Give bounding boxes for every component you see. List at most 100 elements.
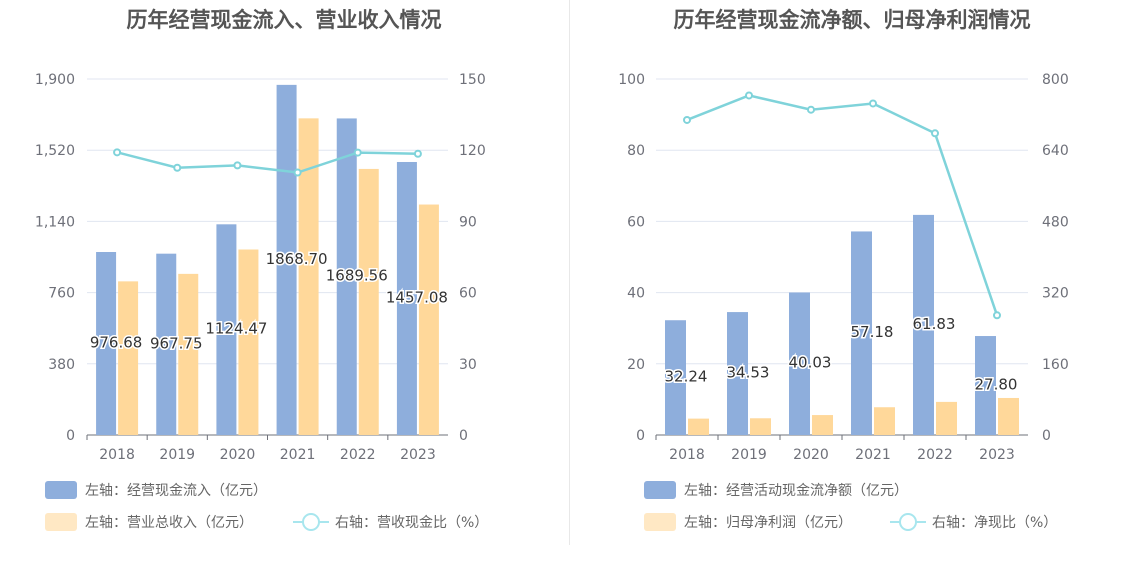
bar-secondary <box>238 249 259 435</box>
ratio-line-point <box>931 129 939 138</box>
bar-secondary <box>298 118 319 436</box>
data-label: 32.24 <box>665 368 708 386</box>
legend-label: 右轴：营收现金比（%） <box>335 515 489 531</box>
left-axis-tick-label: 40 <box>627 286 645 302</box>
bar-secondary <box>750 418 771 435</box>
chart-panel-right: 历年经营现金流净额、归母净利润情况 0 0 20 160 40 320 60 480 80 640… <box>570 0 1134 582</box>
right-axis-tick-label: 480 <box>1042 214 1069 230</box>
left-axis-tick-label: 20 <box>627 357 645 373</box>
legend-swatch <box>45 481 77 499</box>
bar-primary <box>96 252 117 435</box>
right-axis-tick-label: 0 <box>1042 428 1051 444</box>
legend-item[interactable]: 左轴：经营活动现金流净额（亿元） <box>644 480 908 500</box>
x-axis-tick-label: 2022 <box>917 447 953 463</box>
right-axis-tick-label: 160 <box>1042 357 1069 373</box>
chart-title: 历年经营现金流净额、归母净利润情况 <box>673 8 1031 32</box>
left-axis-tick-label: 380 <box>48 357 75 373</box>
ratio-line-point <box>413 149 422 158</box>
right-axis-tick-label: 150 <box>459 72 486 88</box>
chart-title: 历年经营现金流入、营业收入情况 <box>126 8 442 32</box>
data-label: 40.03 <box>789 354 832 372</box>
right-axis-tick-label: 60 <box>459 286 477 302</box>
legend-swatch <box>644 481 676 499</box>
x-axis-tick-label: 2019 <box>159 447 195 463</box>
legend-label: 左轴：经营现金流入（亿元） <box>85 483 267 499</box>
left-axis-tick-label: 760 <box>48 286 75 302</box>
chart-panel-left: 历年经营现金流入、营业收入情况 0 0 380 30 760 60 1,140 90 1,520… <box>35 8 488 532</box>
right-axis-tick-label: 90 <box>459 214 477 230</box>
ratio-line-point <box>233 161 242 170</box>
ratio-line-point <box>993 311 1001 320</box>
x-axis-tick-label: 2022 <box>340 447 376 463</box>
panel-divider <box>569 0 570 545</box>
ratio-line <box>686 94 999 316</box>
ratio-line-point <box>353 148 362 157</box>
bar-primary <box>396 161 417 435</box>
ratio-line-point <box>869 99 877 108</box>
bar-secondary <box>812 415 833 435</box>
x-axis-tick-label: 2018 <box>669 447 705 463</box>
data-label: 27.80 <box>975 376 1018 394</box>
right-axis-tick-label: 800 <box>1042 72 1069 88</box>
x-axis-tick-label: 2020 <box>793 447 829 463</box>
ratio-line-point <box>113 148 122 157</box>
data-label: 57.18 <box>851 323 894 341</box>
legend-label: 左轴：经营活动现金流净额（亿元） <box>684 483 908 499</box>
x-axis-tick-label: 2021 <box>280 447 316 463</box>
bar-primary <box>851 231 872 435</box>
legend-label: 左轴：归母净利润（亿元） <box>684 515 852 531</box>
right-axis-tick-label: 640 <box>1042 143 1069 159</box>
data-label: 1457.08 <box>386 288 448 306</box>
right-axis-tick-label: 320 <box>1042 286 1069 302</box>
legend-item[interactable]: 左轴：归母净利润（亿元） <box>644 512 852 532</box>
data-label: 1689.56 <box>326 267 388 285</box>
bar-primary <box>789 292 810 435</box>
data-label: 34.53 <box>727 364 770 382</box>
legend-item[interactable]: 左轴：营业总收入（亿元） <box>45 512 253 532</box>
bar-primary <box>975 336 996 435</box>
chart-plot-right: 0 0 20 160 40 320 60 480 80 640 100 800 2018 2019 2020… <box>618 72 1069 463</box>
x-axis-tick-label: 2020 <box>220 447 256 463</box>
legend-label: 右轴：净现比（%） <box>932 515 1058 531</box>
data-label: 976.68 <box>90 334 143 352</box>
legend-label: 左轴：营业总收入（亿元） <box>85 515 253 531</box>
legend-swatch <box>644 513 676 531</box>
legend-item[interactable]: 左轴：经营现金流入（亿元） <box>45 480 267 500</box>
bar-secondary <box>998 397 1019 435</box>
right-axis-tick-label: 120 <box>459 143 486 159</box>
left-axis-tick-label: 100 <box>618 72 645 88</box>
bar-primary <box>913 214 934 435</box>
ratio-line-point <box>683 115 691 124</box>
ratio-line-point <box>745 91 753 100</box>
legend-item[interactable]: 右轴：净现比（%） <box>890 512 1057 532</box>
bar-secondary <box>936 401 957 435</box>
bar-secondary <box>874 407 895 435</box>
left-axis-tick-label: 1,900 <box>35 72 75 88</box>
ratio-line <box>116 151 418 174</box>
bar-secondary <box>358 168 379 436</box>
x-axis-tick-label: 2021 <box>855 447 891 463</box>
legend-swatch <box>45 513 77 531</box>
data-label: 1124.47 <box>205 320 267 338</box>
left-axis-tick-label: 1,140 <box>35 214 75 230</box>
bar-secondary <box>418 204 439 435</box>
bar-primary <box>216 224 237 435</box>
bar-secondary <box>178 273 199 435</box>
bar-primary <box>156 253 177 435</box>
chart-plot-left: 0 0 380 30 760 60 1,140 90 1,520 120 1,900 150 2018 2… <box>35 72 486 463</box>
left-axis-tick-label: 0 <box>66 428 75 444</box>
ratio-line-point <box>293 168 302 177</box>
bar-secondary <box>688 418 709 435</box>
left-axis-tick-label: 1,520 <box>35 143 75 159</box>
data-label: 1868.70 <box>266 250 328 268</box>
left-axis-tick-label: 80 <box>627 143 645 159</box>
legend-line-icon <box>293 512 329 532</box>
ratio-line-point <box>173 163 182 172</box>
data-label: 967.75 <box>150 334 203 352</box>
legend-item[interactable]: 右轴：营收现金比（%） <box>293 512 488 532</box>
right-axis-tick-label: 0 <box>459 428 468 444</box>
left-axis-tick-label: 0 <box>636 428 645 444</box>
data-label: 61.83 <box>913 315 956 333</box>
x-axis-tick-label: 2019 <box>731 447 767 463</box>
x-axis-tick-label: 2023 <box>400 447 436 463</box>
